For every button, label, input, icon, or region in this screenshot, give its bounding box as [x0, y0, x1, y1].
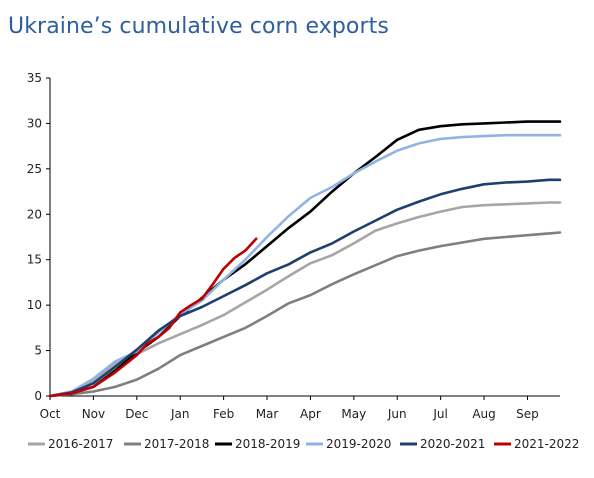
x-tick-label: Mar — [256, 407, 279, 421]
series-line-2019-2020 — [48, 133, 562, 398]
x-tick-label: Dec — [125, 407, 148, 421]
legend-label-2021-2022: 2021-2022 — [514, 437, 579, 451]
series-line-2020-2021 — [48, 178, 562, 398]
legend-label-2018-2019: 2018-2019 — [235, 437, 300, 451]
x-tick-label: Jul — [432, 407, 447, 421]
x-tick-label: May — [341, 407, 366, 421]
x-tick-label: Feb — [213, 407, 234, 421]
legend-label-2020-2021: 2020-2021 — [420, 437, 485, 451]
series-line-2016-2017 — [48, 201, 562, 398]
y-tick-label: 10 — [27, 298, 42, 312]
y-tick-label: 15 — [27, 253, 42, 267]
y-tick-label: 0 — [34, 389, 42, 403]
series-line-2017-2018 — [48, 231, 562, 398]
y-tick-label: 30 — [27, 116, 42, 130]
y-tick-label: 20 — [27, 207, 42, 221]
x-tick-label: Aug — [472, 407, 495, 421]
y-tick-label: 25 — [27, 162, 42, 176]
series-line-2021-2022 — [48, 237, 258, 398]
chart-title: Ukraine’s cumulative corn exports — [8, 14, 389, 39]
y-tick-label: 35 — [27, 71, 42, 85]
x-tick-label: Sep — [516, 407, 539, 421]
legend-label-2017-2018: 2017-2018 — [144, 437, 209, 451]
legend-label-2016-2017: 2016-2017 — [48, 437, 113, 451]
x-tick-label: Jan — [170, 407, 190, 421]
y-tick-label: 5 — [34, 344, 42, 358]
legend-label-2019-2020: 2019-2020 — [326, 437, 391, 451]
x-tick-label: Oct — [40, 407, 61, 421]
x-tick-label: Apr — [300, 407, 321, 421]
x-tick-label: Nov — [82, 407, 105, 421]
x-tick-label: Jun — [387, 407, 407, 421]
